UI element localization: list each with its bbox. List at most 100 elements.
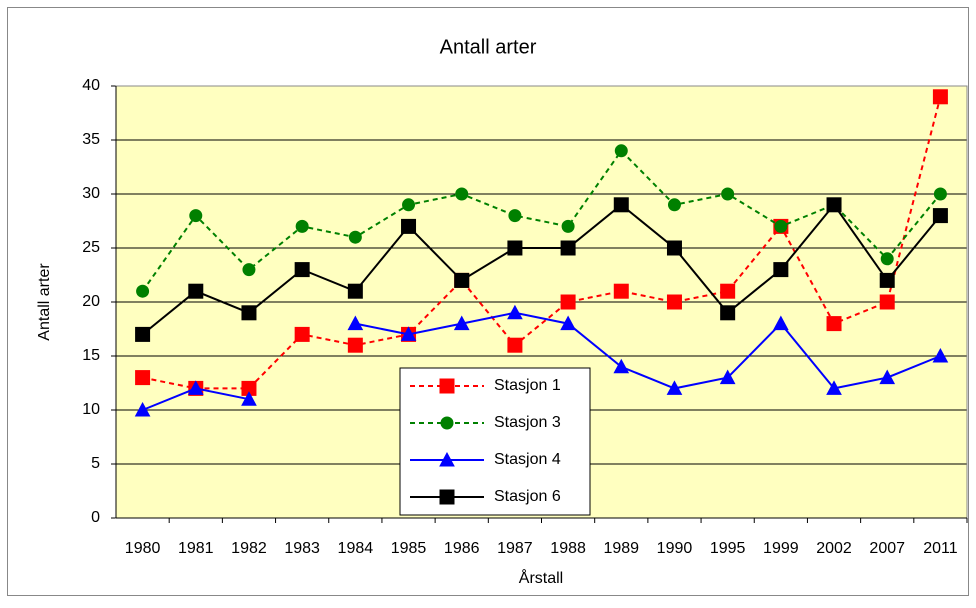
marker xyxy=(294,326,310,342)
marker xyxy=(400,326,417,341)
marker xyxy=(826,316,842,332)
marker xyxy=(613,197,629,213)
marker xyxy=(347,283,363,299)
series-line xyxy=(142,96,942,390)
legend-label: Stasjon 1 xyxy=(494,377,561,394)
x-tick-label: 1983 xyxy=(284,540,320,557)
marker xyxy=(507,240,523,256)
marker xyxy=(189,209,203,223)
x-tick-label: 1995 xyxy=(710,540,746,557)
marker xyxy=(774,219,788,233)
marker xyxy=(453,315,470,331)
marker xyxy=(135,326,151,342)
x-tick-label: 1986 xyxy=(444,540,480,557)
marker xyxy=(295,219,309,233)
marker xyxy=(560,240,576,256)
marker xyxy=(454,272,470,288)
marker xyxy=(241,391,257,406)
marker xyxy=(880,252,894,266)
x-tick-label: 1990 xyxy=(657,540,693,557)
legend-box xyxy=(399,367,591,516)
marker xyxy=(932,347,949,363)
legend-label: Stasjon 3 xyxy=(494,414,561,431)
marker xyxy=(773,262,789,278)
marker xyxy=(666,294,682,310)
x-tick-label: 1988 xyxy=(550,540,586,557)
marker xyxy=(440,416,454,430)
marker xyxy=(136,284,150,298)
series-line xyxy=(141,203,942,336)
x-tick-label: 1980 xyxy=(125,540,161,557)
y-tick-label: 10 xyxy=(82,401,100,418)
marker xyxy=(347,337,363,353)
marker xyxy=(439,378,455,394)
marker xyxy=(241,305,257,321)
y-tick-label: 20 xyxy=(82,293,100,310)
x-axis-label: Årstall xyxy=(519,568,563,587)
marker xyxy=(134,401,151,417)
marker xyxy=(439,451,455,467)
marker xyxy=(187,380,204,395)
marker xyxy=(879,294,895,310)
legend-label: Stasjon 4 xyxy=(494,451,561,468)
x-tick-label: 1989 xyxy=(603,540,639,557)
legend-label: Stasjon 6 xyxy=(494,488,561,505)
marker xyxy=(932,208,948,224)
marker xyxy=(613,283,629,299)
marker xyxy=(402,198,416,212)
series-line xyxy=(141,149,942,292)
legend: Stasjon 1 Stasjon 3 Stasjon 4 Stasjon 6 xyxy=(399,367,591,516)
x-tick-label: 1984 xyxy=(338,540,374,557)
marker xyxy=(560,315,576,331)
x-tick-label: 2002 xyxy=(816,540,852,557)
marker xyxy=(614,144,628,158)
x-tick-label: 1981 xyxy=(178,540,214,557)
marker xyxy=(561,219,575,233)
x-tick-label: 1982 xyxy=(231,540,267,557)
marker xyxy=(242,263,256,277)
marker xyxy=(188,283,204,299)
marker xyxy=(294,262,310,278)
x-tick-label: 1987 xyxy=(497,540,533,557)
marker xyxy=(720,305,736,321)
chart-title: Antall arter xyxy=(440,36,537,58)
marker xyxy=(507,304,523,320)
marker xyxy=(879,272,895,288)
marker xyxy=(932,89,948,105)
marker xyxy=(401,218,417,234)
marker xyxy=(826,380,842,395)
y-tick-label: 5 xyxy=(91,455,100,472)
marker xyxy=(719,369,736,385)
x-tick-label: 2007 xyxy=(869,540,905,557)
y-tick-label: 35 xyxy=(82,131,100,148)
marker xyxy=(455,187,469,201)
marker xyxy=(666,380,683,395)
marker xyxy=(667,198,681,212)
y-tick-label: 0 xyxy=(91,509,100,526)
y-tick-label: 30 xyxy=(82,185,100,202)
y-tick-label: 40 xyxy=(82,77,100,94)
y-tick-label: 25 xyxy=(82,239,100,256)
marker xyxy=(508,209,522,223)
marker xyxy=(933,187,947,201)
marker xyxy=(439,489,455,505)
marker xyxy=(507,337,523,353)
y-tick-label: 15 xyxy=(82,347,100,364)
marker xyxy=(721,187,735,201)
x-tick-label: 2011 xyxy=(923,540,958,557)
marker xyxy=(773,315,789,331)
marker xyxy=(720,283,736,299)
marker xyxy=(560,294,576,310)
marker xyxy=(826,197,842,213)
marker xyxy=(135,370,151,386)
marker xyxy=(879,369,896,385)
marker xyxy=(348,230,362,244)
y-axis-label: Antall arter xyxy=(36,263,53,341)
marker xyxy=(613,358,630,374)
marker xyxy=(666,240,682,256)
x-tick-label: 1999 xyxy=(763,540,799,557)
x-tick-label: 1985 xyxy=(391,540,427,557)
marker xyxy=(347,315,364,331)
